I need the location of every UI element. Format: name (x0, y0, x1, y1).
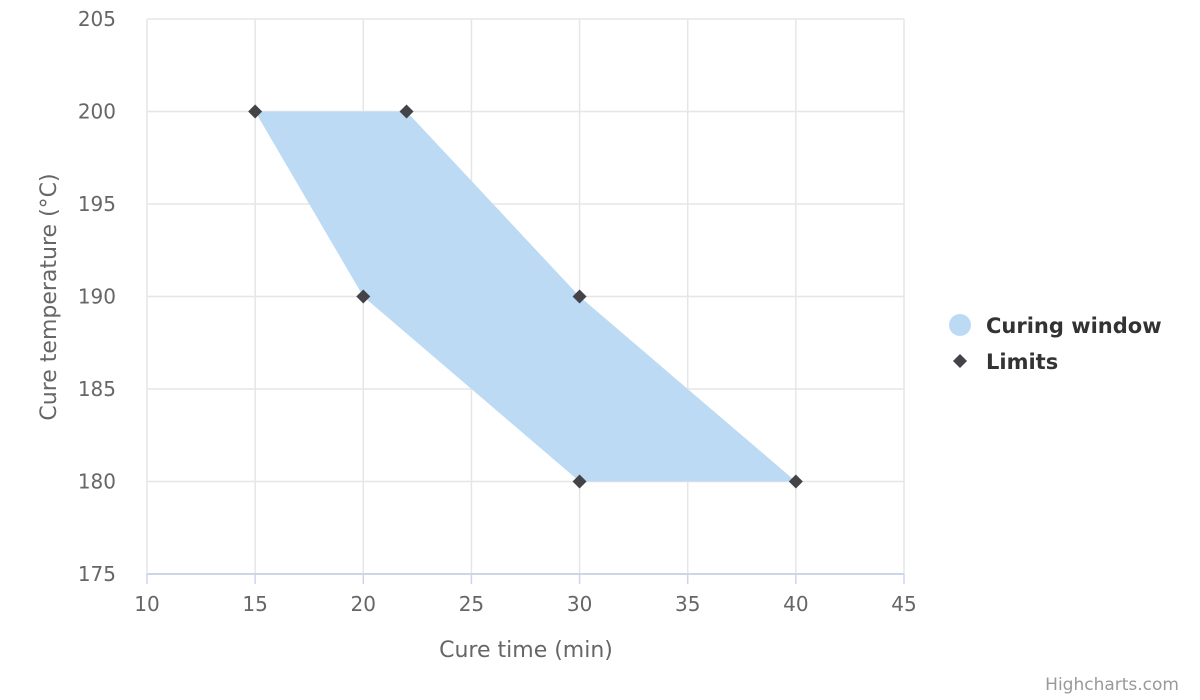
x-tick-label: 35 (675, 592, 700, 616)
legend-item-limits[interactable]: Limits (953, 350, 1058, 374)
x-axis-title: Cure time (min) (439, 638, 613, 663)
y-tick-label: 195 (78, 192, 116, 216)
y-tick-label: 175 (78, 562, 116, 586)
axes (146, 573, 905, 584)
legend-swatch-diamond (953, 354, 967, 368)
limit-point-marker[interactable] (356, 289, 371, 304)
x-tick-label: 30 (567, 592, 592, 616)
limit-point-marker[interactable] (572, 474, 587, 489)
legend-swatch-circle (949, 314, 971, 336)
legend-item-curing-window[interactable]: Curing window (949, 314, 1162, 338)
x-tick-label: 40 (783, 592, 808, 616)
x-tick-label: 45 (891, 592, 916, 616)
x-tick-label: 15 (242, 592, 267, 616)
legend-label-limits: Limits (986, 350, 1058, 374)
limit-point-marker[interactable] (572, 289, 587, 304)
limit-point-marker[interactable] (248, 104, 263, 119)
x-tick-label: 20 (351, 592, 376, 616)
tick-labels: 175 180 185 190 195 200 205 10 15 20 25 30 35 40 45 (78, 7, 917, 616)
x-tick-label: 10 (134, 592, 159, 616)
curing-window-polygon[interactable] (255, 111, 796, 482)
legend-label-curing-window: Curing window (986, 314, 1162, 338)
y-tick-label: 190 (78, 285, 116, 309)
y-tick-label: 205 (78, 7, 116, 31)
limit-markers (248, 104, 803, 489)
legend[interactable]: Curing window Limits (949, 314, 1162, 374)
y-tick-label: 200 (78, 100, 116, 124)
limit-point-marker[interactable] (399, 104, 414, 119)
credits-link[interactable]: Highcharts.com (1045, 675, 1179, 695)
y-tick-label: 180 (78, 470, 116, 494)
plot-area-series (255, 111, 796, 482)
y-axis-title: Cure temperature (°C) (37, 173, 62, 420)
y-tick-label: 185 (78, 377, 116, 401)
limit-point-marker[interactable] (788, 474, 803, 489)
x-tick-label: 25 (459, 592, 484, 616)
